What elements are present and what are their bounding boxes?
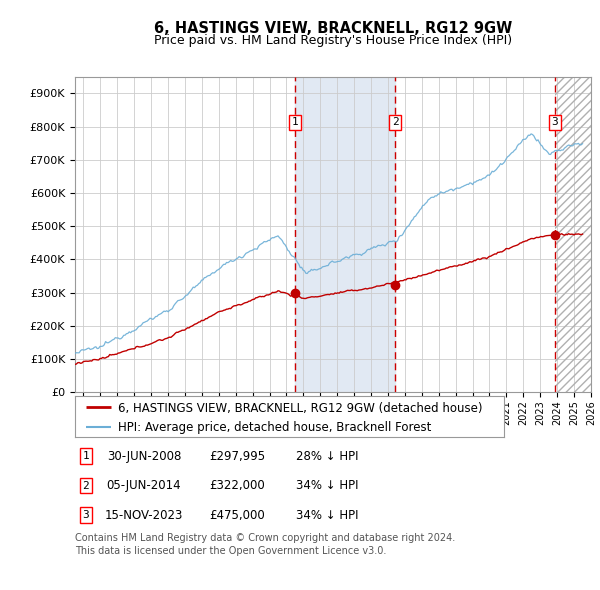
Text: 2: 2 xyxy=(82,481,89,490)
Text: HPI: Average price, detached house, Bracknell Forest: HPI: Average price, detached house, Brac… xyxy=(118,421,431,434)
Text: £475,000: £475,000 xyxy=(209,509,265,522)
Text: This data is licensed under the Open Government Licence v3.0.: This data is licensed under the Open Gov… xyxy=(75,546,386,556)
Text: 34% ↓ HPI: 34% ↓ HPI xyxy=(296,509,358,522)
Text: 2: 2 xyxy=(392,117,398,127)
Text: 6, HASTINGS VIEW, BRACKNELL, RG12 9GW: 6, HASTINGS VIEW, BRACKNELL, RG12 9GW xyxy=(154,21,512,35)
Text: Price paid vs. HM Land Registry's House Price Index (HPI): Price paid vs. HM Land Registry's House … xyxy=(154,34,512,47)
Bar xyxy=(295,77,395,392)
Bar xyxy=(555,77,600,392)
Text: 30-JUN-2008: 30-JUN-2008 xyxy=(107,450,181,463)
Text: 6, HASTINGS VIEW, BRACKNELL, RG12 9GW (detached house): 6, HASTINGS VIEW, BRACKNELL, RG12 9GW (d… xyxy=(118,402,482,415)
Text: 34% ↓ HPI: 34% ↓ HPI xyxy=(296,479,358,492)
Text: 05-JUN-2014: 05-JUN-2014 xyxy=(107,479,181,492)
Text: £297,995: £297,995 xyxy=(209,450,265,463)
Text: 15-NOV-2023: 15-NOV-2023 xyxy=(105,509,183,522)
Text: £322,000: £322,000 xyxy=(209,479,265,492)
Bar xyxy=(555,77,600,392)
Text: Contains HM Land Registry data © Crown copyright and database right 2024.: Contains HM Land Registry data © Crown c… xyxy=(75,533,455,543)
Text: 3: 3 xyxy=(551,117,559,127)
Text: 3: 3 xyxy=(82,510,89,520)
Text: 28% ↓ HPI: 28% ↓ HPI xyxy=(296,450,358,463)
Text: 1: 1 xyxy=(292,117,298,127)
Text: 1: 1 xyxy=(82,451,89,461)
